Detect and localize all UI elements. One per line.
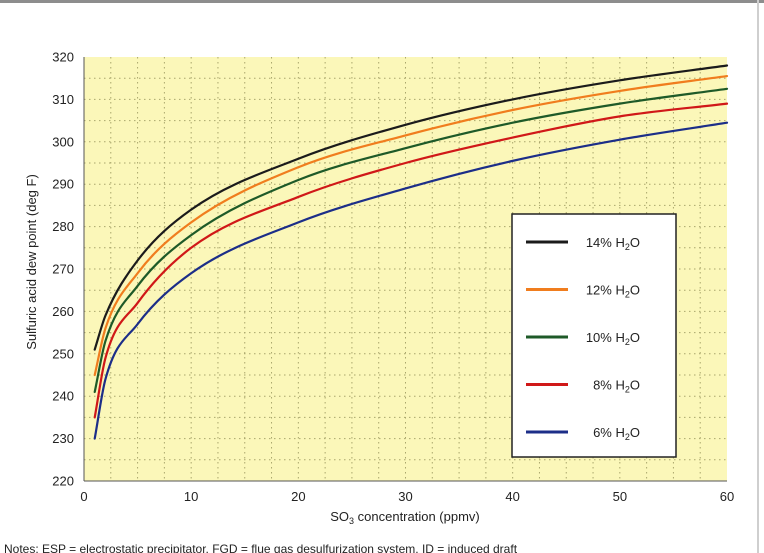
x-tick-label: 20 [291,489,305,504]
y-tick-label: 230 [52,431,74,446]
right-border [757,0,759,553]
x-tick-label: 40 [505,489,519,504]
x-tick-label: 30 [398,489,412,504]
y-tick-label: 240 [52,389,74,404]
legend-label: 10% H2​O [586,330,640,347]
series-line-0 [93,64,729,351]
y-tick-label: 250 [52,346,74,361]
series-line-3 [93,102,729,419]
series-line-2 [93,87,729,394]
x-tick-label: 50 [613,489,627,504]
chart-footnote: Notes: ESP = electrostatic precipitator,… [4,542,518,553]
x-tick-label: 60 [720,489,734,504]
legend-label: 6% H2​O [593,425,640,442]
series-line-1 [93,74,729,377]
top-border [0,0,764,3]
legend-label: 14% H2​O [586,235,640,252]
legend-label: 8% H2​O [593,378,640,395]
x-tick-label: 10 [184,489,198,504]
y-tick-label: 260 [52,304,74,319]
y-tick-label: 310 [52,92,74,107]
legend-label: 12% H2​O [586,283,640,300]
y-axis-title: Sulfuric acid dew point (deg F) [24,174,39,350]
y-tick-label: 290 [52,177,74,192]
x-axis-title: SO3​ concentration (ppmv) [330,509,480,526]
y-tick-label: 300 [52,134,74,149]
y-tick-label: 220 [52,474,74,489]
x-tick-label: 0 [80,489,87,504]
y-tick-label: 280 [52,219,74,234]
y-tick-label: 270 [52,262,74,277]
y-tick-label: 320 [52,50,74,65]
series-line-4 [93,121,729,440]
